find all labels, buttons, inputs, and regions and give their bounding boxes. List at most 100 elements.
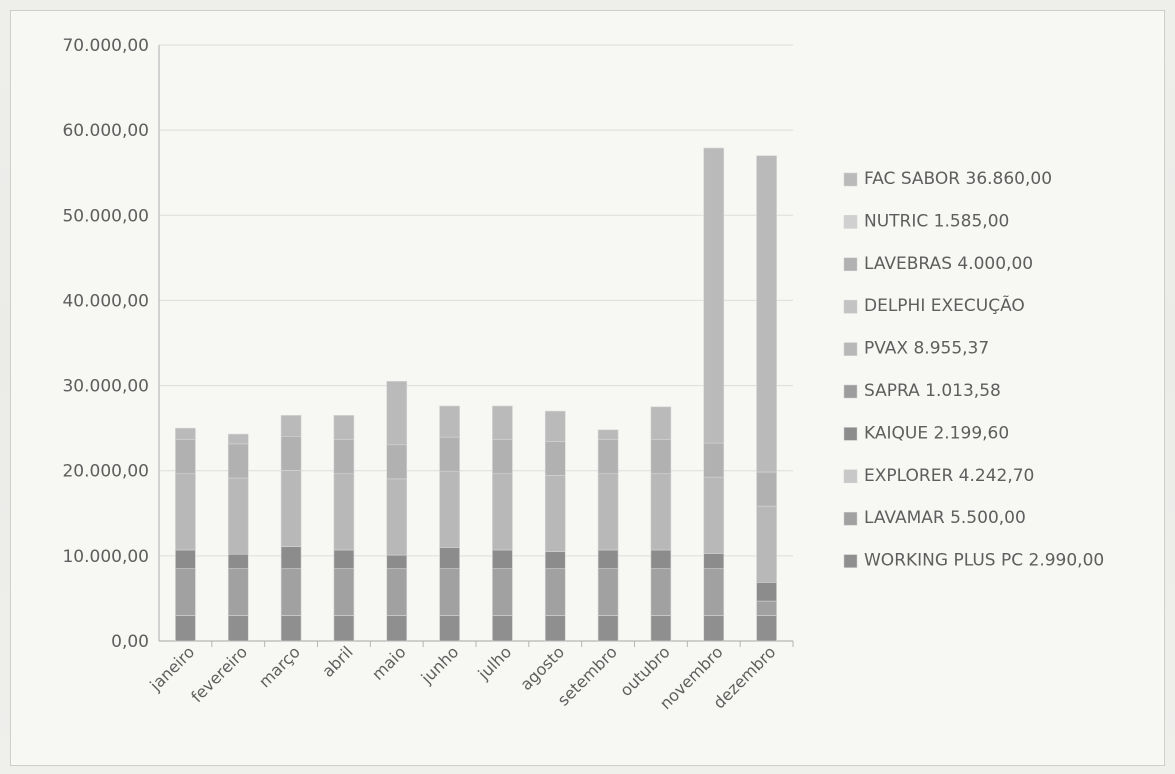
legend-label-sapra-1-013-58: SAPRA 1.013,58: [864, 381, 1001, 401]
bar-dezembro-working-plus-pc-2-990-00: [756, 615, 777, 642]
legend-swatch-fac-sabor-36-860-00: [843, 172, 858, 187]
bar-marco-fac-sabor-36-860-00: [280, 415, 302, 437]
bar-novembro-lavebras-4-000-00: [703, 442, 725, 478]
x-tick-label-maio: maio: [368, 642, 409, 683]
stacked-bar-chart: 0,00 10.000,00 20.000,00 30.000,00 40.000,00…: [62, 36, 1104, 713]
bar-marco-pvax-8-955-37: [280, 470, 302, 547]
bar-janeiro-fac-sabor-36-860-00: [175, 427, 196, 440]
bar-dezembro-lavamar-5-500-00: [756, 600, 777, 616]
bar-julho-fac-sabor-36-860-00: [492, 405, 513, 440]
legend-swatch-working-plus-pc-2-990-00: [843, 554, 858, 568]
bar-outubro-pvax-8-955-37: [650, 473, 672, 551]
legend-label-lavamar-5-500-00: LAVAMAR 5.500,00: [864, 508, 1026, 528]
bar-dezembro-pvax-8-955-37: [756, 505, 777, 583]
bar-julho-pvax-8-955-37: [492, 473, 513, 551]
bar-agosto-pvax-8-955-37: [544, 475, 566, 552]
bar-junho-kaique-2-199-60: [439, 547, 460, 570]
bar-abril-kaique-2-199-60: [333, 549, 355, 570]
legend-swatch-sapra-1-013-58: [843, 384, 858, 399]
bar-fevereiro-kaique-2-199-60: [227, 553, 249, 570]
bar-fevereiro-pvax-8-955-37: [227, 477, 249, 555]
legend-label-nutric-1-585-00: NUTRIC 1.585,00: [864, 211, 1009, 231]
legend-swatch-nutric-1-585-00: [843, 215, 858, 229]
legend-label-kaique-2-199-60: KAIQUE 2.199,60: [864, 423, 1009, 443]
bar-fevereiro-lavebras-4-000-00: [227, 443, 249, 479]
legend-swatch-lavamar-5-500-00: [843, 511, 858, 526]
bars: [175, 147, 777, 642]
bar-marco-working-plus-pc-2-990-00: [280, 615, 302, 642]
x-tick-label-marco: março: [255, 642, 304, 691]
y-tick-label-50000: 50.000,00: [62, 206, 149, 226]
bar-agosto-lavamar-5-500-00: [544, 568, 566, 616]
bar-julho-working-plus-pc-2-990-00: [492, 615, 513, 642]
bar-janeiro-kaique-2-199-60: [175, 549, 196, 570]
legend-label-delphi-execucao: DELPHI EXECUÇÃO: [864, 294, 1025, 316]
chart-frame: 0,00 10.000,00 20.000,00 30.000,00 40.000,00…: [10, 10, 1165, 766]
bar-janeiro-working-plus-pc-2-990-00: [175, 615, 196, 642]
bar-setembro-working-plus-pc-2-990-00: [597, 615, 619, 642]
y-tick-label-30000: 30.000,00: [62, 377, 149, 397]
legend-label-explorer-4-242-70: EXPLORER 4.242,70: [864, 466, 1034, 486]
bar-setembro-lavebras-4-000-00: [597, 439, 619, 475]
bar-maio-fac-sabor-36-860-00: [386, 381, 408, 446]
bar-outubro-working-plus-pc-2-990-00: [650, 615, 672, 642]
bar-setembro-pvax-8-955-37: [597, 473, 619, 551]
x-tick-label-julho: julho: [474, 642, 516, 684]
bar-abril-fac-sabor-36-860-00: [333, 415, 355, 440]
bar-fevereiro-fac-sabor-36-860-00: [227, 433, 249, 445]
bar-maio-kaique-2-199-60: [386, 554, 408, 570]
x-tick-label-fevereiro: fevereiro: [187, 642, 251, 706]
bar-maio-pvax-8-955-37: [386, 478, 408, 556]
bar-outubro-fac-sabor-36-860-00: [650, 406, 672, 440]
bar-fevereiro-lavamar-5-500-00: [227, 568, 249, 616]
y-tick-label-20000: 20.000,00: [62, 462, 149, 482]
legend-label-pvax-8-955-37: PVAX 8.955,37: [864, 339, 989, 359]
bar-marco-lavebras-4-000-00: [280, 435, 302, 471]
bar-outubro-kaique-2-199-60: [650, 549, 672, 570]
bar-agosto-fac-sabor-36-860-00: [544, 410, 566, 442]
bar-marco-lavamar-5-500-00: [280, 568, 302, 616]
legend-swatch-explorer-4-242-70: [843, 469, 858, 484]
bar-junho-fac-sabor-36-860-00: [439, 405, 460, 438]
bar-maio-working-plus-pc-2-990-00: [386, 615, 408, 642]
bar-julho-lavamar-5-500-00: [492, 568, 513, 616]
y-tick-label-10000: 10.000,00: [62, 547, 149, 567]
x-tick-label-janeiro: janeiro: [145, 642, 198, 695]
bar-fevereiro-working-plus-pc-2-990-00: [227, 615, 249, 642]
y-tick-label-70000: 70.000,00: [62, 36, 149, 56]
bar-abril-pvax-8-955-37: [333, 473, 355, 551]
bar-maio-lavamar-5-500-00: [386, 568, 408, 616]
bar-setembro-lavamar-5-500-00: [597, 568, 619, 616]
bar-setembro-kaique-2-199-60: [597, 549, 619, 570]
bar-dezembro-lavebras-4-000-00: [756, 471, 777, 507]
bar-janeiro-lavebras-4-000-00: [175, 439, 196, 475]
x-tick-label-junho: junho: [417, 642, 463, 688]
bar-outubro-lavamar-5-500-00: [650, 568, 672, 616]
y-tick-label-0: 0,00: [111, 632, 149, 652]
bar-setembro-fac-sabor-36-860-00: [597, 429, 619, 440]
bar-junho-pvax-8-955-37: [439, 470, 460, 548]
bar-novembro-fac-sabor-36-860-00: [703, 147, 725, 444]
legend-label-lavebras-4-000-00: LAVEBRAS 4.000,00: [864, 254, 1033, 274]
legend: FAC SABOR 36.860,00 NUTRIC 1.585,00 LAVEBR…: [843, 169, 1104, 571]
bar-abril-working-plus-pc-2-990-00: [333, 615, 355, 642]
legend-label-working-plus-pc-2-990-00: WORKING PLUS PC 2.990,00: [864, 551, 1104, 571]
legend-swatch-delphi-execucao: [843, 299, 858, 314]
bar-abril-lavebras-4-000-00: [333, 439, 355, 475]
y-tick-labels: 0,00 10.000,00 20.000,00 30.000,00 40.000,00…: [62, 36, 149, 652]
legend-swatch-pvax-8-955-37: [843, 342, 858, 356]
legend-label-fac-sabor-36-860-00: FAC SABOR 36.860,00: [864, 169, 1052, 189]
x-tick-label-agosto: agosto: [516, 642, 568, 694]
bar-outubro-lavebras-4-000-00: [650, 439, 672, 475]
bar-junho-working-plus-pc-2-990-00: [439, 615, 460, 642]
x-tick-label-abril: abril: [318, 642, 356, 680]
legend-swatch-lavebras-4-000-00: [843, 257, 858, 272]
bar-marco-kaique-2-199-60: [280, 546, 302, 570]
bar-agosto-working-plus-pc-2-990-00: [544, 615, 566, 642]
legend-swatch-kaique-2-199-60: [843, 427, 858, 441]
bar-novembro-working-plus-pc-2-990-00: [703, 615, 725, 642]
bar-agosto-kaique-2-199-60: [544, 551, 566, 570]
gridlines: [159, 44, 793, 642]
